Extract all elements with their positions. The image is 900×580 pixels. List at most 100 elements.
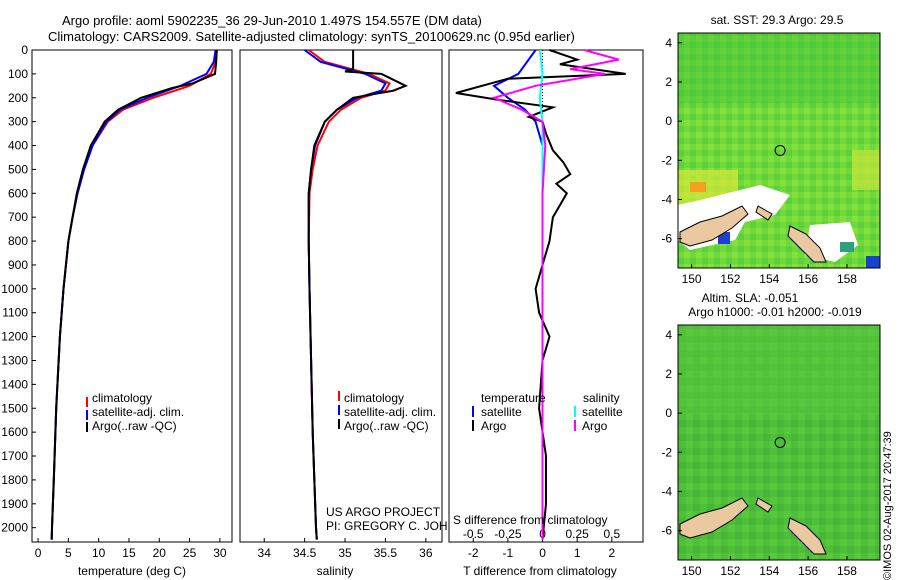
- legend-label-climatology: climatology: [92, 391, 152, 405]
- figure-title-line-2: Climatology: CARS2009. Satellite-adjuste…: [48, 29, 575, 44]
- x-tick-label: 36: [419, 546, 433, 560]
- argo-position-marker: [774, 436, 786, 448]
- sst-cooler-band: [678, 33, 880, 103]
- depth-tick-label: 1900: [1, 497, 28, 511]
- latitude-tick-label: -2: [661, 445, 672, 459]
- salinity-difference-tick-label: -0.25: [494, 527, 522, 541]
- latitude-tick-label: -6: [661, 524, 672, 538]
- credit-pi: PI: GREGORY C. JOHNSON: [326, 519, 482, 533]
- sla-map: Altim. SLA: -0.051 Argo h1000: -0.01 h20…: [661, 291, 881, 578]
- latitude-tick-label: 2: [665, 75, 672, 89]
- longitude-tick-label: 158: [837, 564, 857, 578]
- depth-tick-label: 1400: [1, 377, 28, 391]
- depth-tick-label: 700: [8, 210, 28, 224]
- difference-legend: temperature satellite Argo salinity sate…: [472, 391, 623, 433]
- depth-tick-label: 1100: [2, 306, 28, 320]
- latitude-tick-label: -2: [661, 153, 672, 167]
- depth-tick-label: 1200: [1, 330, 28, 344]
- x-tick-label: 10: [92, 546, 106, 560]
- x-tick-label: 34.5: [293, 546, 317, 560]
- depth-tick-label: 1500: [1, 401, 28, 415]
- x-tick-label: 0: [35, 546, 42, 560]
- series-line-argo: [50, 49, 218, 540]
- series-line-salinity-Argo: [491, 49, 620, 540]
- x-tick-label: 35: [338, 546, 352, 560]
- latitude-tick-label: 0: [665, 114, 672, 128]
- x-tick-label: 20: [153, 546, 167, 560]
- legend-label-argo: Argo(..raw -QC): [344, 419, 429, 433]
- depth-tick-label: 1700: [1, 449, 28, 463]
- x-tick-label: -2: [468, 546, 479, 560]
- latitude-tick-label: -4: [661, 192, 672, 206]
- credit-project: US ARGO PROJECT: [326, 505, 441, 519]
- salinity-difference-tick-label: -0.5: [463, 527, 484, 541]
- x-tick-label: 34: [258, 546, 272, 560]
- sst-map-frame: [677, 32, 881, 269]
- argo-position-marker: [774, 144, 786, 156]
- depth-tick-label: 2000: [1, 521, 28, 535]
- sst-hot-spot: [690, 182, 706, 192]
- depth-tick-label: 500: [8, 162, 28, 176]
- temperature-axis-label: temperature (deg C): [78, 564, 186, 578]
- legend-title-temperature: temperature: [481, 391, 546, 405]
- salinity-axes-frame: [239, 49, 443, 543]
- sst-warm-patch-east: [852, 150, 880, 190]
- depth-tick-label: 1300: [1, 353, 28, 367]
- legend-label-argo: Argo(..raw -QC): [92, 419, 177, 433]
- depth-tick-label: 1000: [1, 282, 28, 296]
- x-tick-label: -1: [503, 546, 514, 560]
- legend-label-temperature-satellite: satellite: [481, 405, 522, 419]
- new-britain-land: [679, 497, 749, 539]
- longitude-tick-label: 156: [798, 272, 818, 286]
- x-tick-label: 0: [539, 546, 546, 560]
- legend-label-salinity-satellite: satellite: [582, 405, 623, 419]
- sst-map-title: sat. SST: 29.3 Argo: 29.5: [711, 13, 844, 27]
- x-tick-label: 35.5: [374, 546, 398, 560]
- x-tick-label: 1: [574, 546, 581, 560]
- latitude-tick-label: 2: [665, 367, 672, 381]
- depth-tick-label: 1800: [1, 473, 28, 487]
- sla-map-frame: [677, 324, 881, 561]
- longitude-tick-label: 154: [759, 272, 779, 286]
- legend-label-salinity-argo: Argo: [582, 419, 608, 433]
- latitude-tick-label: -6: [661, 232, 672, 246]
- sla-map-title-2: Argo h1000: -0.01 h2000: -0.019: [688, 305, 862, 319]
- temperature-legend: climatology satellite-adj. clim. Argo(..…: [86, 391, 184, 433]
- series-line-temperature-Argo: [455, 49, 626, 540]
- x-tick-label: 30: [213, 546, 227, 560]
- latitude-tick-label: -4: [661, 484, 672, 498]
- new-britain-land: [679, 205, 749, 247]
- difference-panel: -2 -1 0 1 2 -0.5 -0.25 0 0.25 0.5 S difference f…: [448, 49, 644, 578]
- depth-tick-label: 300: [8, 115, 28, 129]
- sla-map-title-1: Altim. SLA: -0.051: [702, 291, 799, 305]
- depth-tick-label: 900: [8, 258, 28, 272]
- longitude-tick-label: 158: [837, 272, 857, 286]
- difference-x-axis: -2 -1 0 1 2: [468, 538, 615, 560]
- latitude-tick-label: 4: [665, 328, 672, 342]
- depth-tick-label: 200: [8, 91, 28, 105]
- depth-axis: 0 100 200 300 400 500 600 700 800 900 1000 1100 1200…: [1, 43, 36, 535]
- series-line-argo: [307, 50, 409, 540]
- salinity-difference-tick-label: 0.25: [565, 527, 589, 541]
- latitude-tick-label: 0: [665, 406, 672, 420]
- legend-title-salinity: salinity: [583, 391, 620, 405]
- bougainville-land: [755, 205, 773, 221]
- solomon-islands-land: [787, 225, 827, 263]
- salinity-legend: climatology satellite-adj. clim. Argo(..…: [338, 391, 436, 433]
- sst-map: sat. SST: 29.3 Argo: 29.5 150 152 154 156 15…: [661, 13, 881, 286]
- temperature-difference-label: T difference from climatology: [463, 564, 617, 578]
- legend-label-satellite: satellite-adj. clim.: [344, 405, 436, 419]
- salinity-difference-label: S difference from climatology: [453, 513, 608, 527]
- longitude-tick-label: 152: [720, 272, 740, 286]
- x-tick-label: 15: [122, 546, 136, 560]
- salinity-difference-tick-label: 0.5: [603, 527, 620, 541]
- sst-cold-cell-east: [866, 256, 880, 268]
- depth-tick-label: 100: [8, 67, 28, 81]
- sla-high-band: [678, 325, 880, 415]
- depth-tick-label: 1600: [1, 425, 28, 439]
- longitude-tick-label: 152: [720, 564, 740, 578]
- longitude-tick-label: 150: [682, 272, 702, 286]
- solomon-islands-land: [787, 517, 827, 555]
- depth-tick-label: 400: [8, 139, 28, 153]
